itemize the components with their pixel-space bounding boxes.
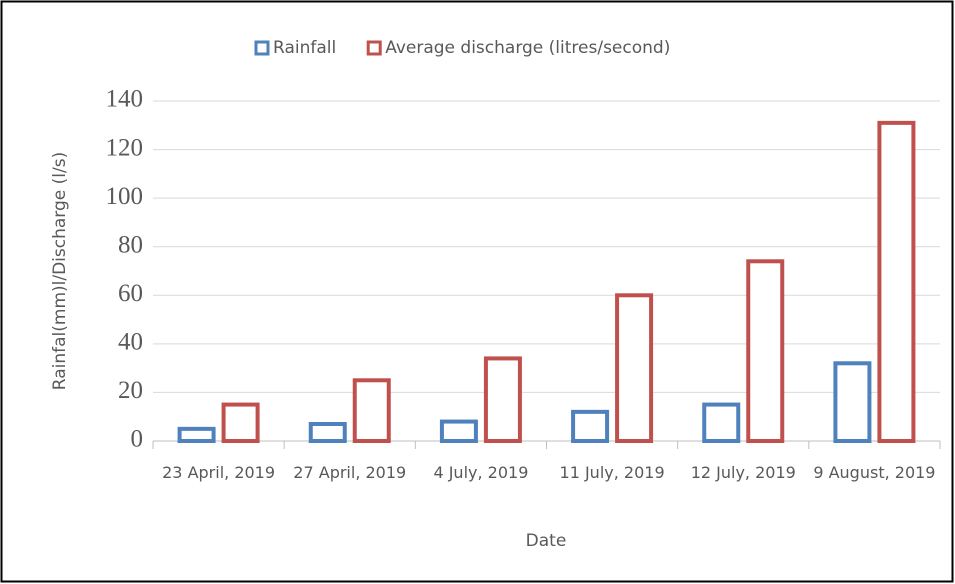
bar: [177, 426, 216, 444]
legend-marker: [254, 40, 270, 56]
y-tick-label: 140: [106, 86, 144, 113]
bar: [308, 422, 347, 443]
bar: [483, 356, 522, 443]
y-tick-label: 40: [118, 329, 143, 356]
bar: [877, 120, 916, 443]
y-tick-label: 100: [106, 183, 144, 210]
x-tick-label: 12 July, 2019: [690, 463, 796, 482]
y-tick-label: 60: [118, 280, 143, 307]
bar: [352, 378, 391, 443]
bar: [439, 419, 478, 444]
legend-marker: [366, 40, 382, 56]
x-tick-label: 23 April, 2019: [162, 463, 276, 482]
bar: [702, 402, 741, 444]
y-tick-label: 0: [131, 426, 144, 453]
x-tick-label: 11 July, 2019: [559, 463, 665, 482]
x-tick-label: 9 August, 2019: [813, 463, 936, 482]
x-tick-label: 27 April, 2019: [293, 463, 407, 482]
bar: [571, 409, 610, 444]
bar: [221, 402, 260, 444]
legend-label: Average discharge (litres/second): [385, 38, 670, 58]
legend-label: Rainfall: [273, 38, 336, 58]
y-tick-label: 20: [118, 377, 143, 404]
bar: [746, 259, 785, 443]
y-tick-label: 120: [106, 134, 144, 161]
x-tick-label: 4 July, 2019: [433, 463, 529, 482]
y-tick-label: 80: [118, 231, 143, 258]
bar: [833, 361, 872, 443]
bar: [615, 293, 654, 443]
y-axis-title: Rainfal(mm)l/Discharge (l/s): [50, 152, 70, 390]
x-axis-title: Date: [526, 531, 567, 551]
